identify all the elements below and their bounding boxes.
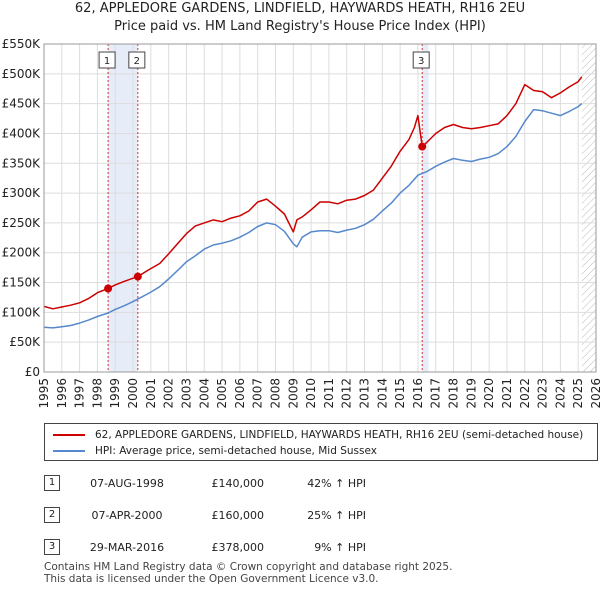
price-chart: £0 £50K £100K £150K £200K £250K £300K £350K £400… — [2, 37, 600, 409]
x-tick-label: 2011 — [322, 378, 336, 409]
x-tick-label: 2020 — [482, 378, 496, 409]
x-tick-label: 2021 — [500, 378, 514, 409]
y-tick-label: £500K — [2, 67, 42, 81]
chart-title: 62, APPLEDORE GARDENS, LINDFIELD, HAYWAR… — [74, 1, 526, 16]
x-tick-label: 2016 — [411, 378, 425, 409]
x-tick-label: 2017 — [429, 378, 443, 409]
sale-price: £140,000 — [211, 477, 265, 490]
y-tick-label: £550K — [2, 37, 42, 51]
y-tick-label: £0 — [25, 365, 40, 379]
x-tick-label: 2008 — [268, 378, 282, 409]
x-tick-label: 2002 — [162, 378, 176, 409]
x-tick-label: 2018 — [447, 378, 461, 409]
x-tick-label: 2001 — [144, 378, 158, 409]
plot-frame — [43, 43, 597, 373]
y-tick-label: £50K — [9, 335, 41, 349]
sale-date: 07-APR-2000 — [91, 509, 163, 522]
sale-price: £160,000 — [211, 509, 265, 522]
sale-hpi-change: 9% ↑ HPI — [314, 541, 366, 554]
footer-license: This data is licensed under the Open Gov… — [44, 573, 379, 585]
forecast-hatch — [581, 44, 596, 372]
hpi-line — [43, 103, 583, 329]
sale-row: 3 29-MAR-2016 £378,000 9% ↑ HPI — [44, 539, 384, 559]
x-tick-label: 2000 — [126, 378, 140, 409]
sale-period-shade — [422, 44, 429, 372]
sale-marker-badge: 2 — [44, 507, 60, 523]
y-tick-label: £200K — [2, 246, 42, 260]
x-tick-label: 2004 — [197, 378, 211, 409]
x-tick-label: 2007 — [251, 378, 265, 409]
x-tick-label: 2003 — [179, 378, 193, 409]
x-tick-label: 2024 — [553, 378, 567, 409]
property-price-line — [43, 76, 583, 310]
sale-point — [104, 284, 113, 293]
sale-marker-badge: 3 — [44, 539, 60, 555]
x-tick-label: 2019 — [464, 378, 478, 409]
x-tick-label: 2014 — [375, 378, 389, 409]
y-tick-label: £250K — [2, 216, 42, 230]
x-tick-label: 2022 — [518, 378, 532, 409]
x-tick-label: 2013 — [358, 378, 372, 409]
x-tick-label: 2023 — [536, 378, 550, 409]
legend-swatch-property — [53, 434, 85, 436]
x-tick-label: 2006 — [233, 378, 247, 409]
y-tick-label: £300K — [2, 186, 42, 200]
sale-date: 29-MAR-2016 — [89, 541, 165, 554]
sale-point — [418, 142, 427, 151]
sale-number-box — [412, 51, 430, 69]
x-tick-label: 1998 — [90, 378, 104, 409]
legend-item-hpi: HPI: Average price, semi-detached house,… — [53, 443, 377, 459]
legend-item-property: 62, APPLEDORE GARDENS, LINDFIELD, HAYWAR… — [53, 427, 583, 443]
x-tick-label: 1996 — [55, 378, 69, 409]
sale-number-box — [98, 51, 116, 69]
sale-row: 2 07-APR-2000 £160,000 25% ↑ HPI — [44, 507, 384, 527]
sale-number-label: 2 — [134, 56, 140, 67]
x-tick-label: 1999 — [108, 378, 122, 409]
y-tick-label: £350K — [2, 156, 42, 170]
x-tick-label: 2025 — [571, 378, 585, 409]
y-tick-label: £150K — [2, 276, 42, 290]
x-tick-label: 2010 — [304, 378, 318, 409]
x-tick-label: 1997 — [73, 378, 87, 409]
legend-label-hpi: HPI: Average price, semi-detached house,… — [95, 445, 377, 457]
y-tick-label: £450K — [2, 97, 42, 111]
x-tick-label: 1995 — [37, 378, 51, 409]
sale-date: 07-AUG-1998 — [90, 477, 164, 490]
x-tick-label: 2026 — [589, 378, 600, 409]
footer-copyright: Contains HM Land Registry data © Crown c… — [44, 561, 453, 573]
legend-label-property: 62, APPLEDORE GARDENS, LINDFIELD, HAYWAR… — [95, 429, 584, 441]
legend-swatch-hpi — [53, 450, 85, 452]
sale-point — [133, 272, 142, 281]
x-tick-label: 2012 — [340, 378, 354, 409]
x-tick-label: 2009 — [286, 378, 300, 409]
sale-row: 1 07-AUG-1998 £140,000 42% ↑ HPI — [44, 475, 384, 495]
sale-marker-badge: 1 — [44, 475, 60, 491]
chart-subtitle: Price paid vs. HM Land Registry's House … — [114, 19, 486, 34]
y-tick-label: £100K — [2, 305, 42, 319]
y-tick-label: £400K — [2, 126, 42, 140]
sale-number-label: 1 — [104, 56, 110, 67]
x-tick-label: 2005 — [215, 378, 229, 409]
sale-number-box — [128, 51, 146, 69]
sale-price: £378,000 — [211, 541, 265, 554]
legend: 62, APPLEDORE GARDENS, LINDFIELD, HAYWAR… — [44, 423, 598, 461]
sale-hpi-change: 25% ↑ HPI — [307, 509, 366, 522]
sale-hpi-change: 42% ↑ HPI — [307, 477, 366, 490]
sale-number-label: 3 — [418, 56, 424, 67]
x-tick-label: 2015 — [393, 378, 407, 409]
